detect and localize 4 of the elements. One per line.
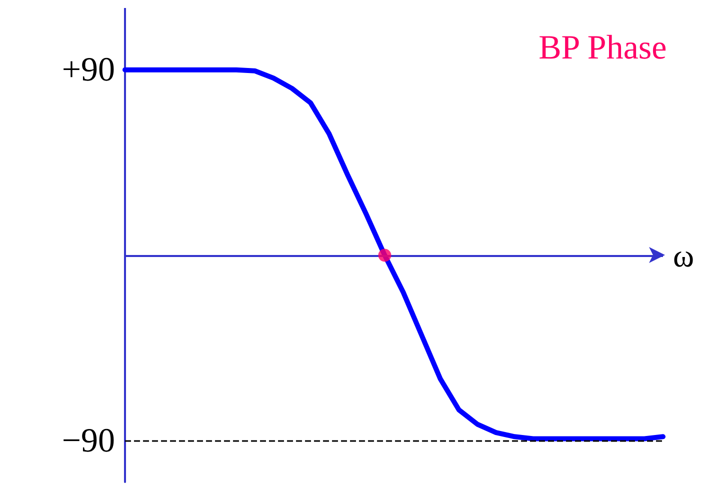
y-tick-label: −90: [62, 422, 115, 460]
x-axis-title: ω: [673, 237, 694, 274]
text: BP Phase: [538, 30, 667, 66]
y-tick-label: +90: [62, 51, 115, 88]
